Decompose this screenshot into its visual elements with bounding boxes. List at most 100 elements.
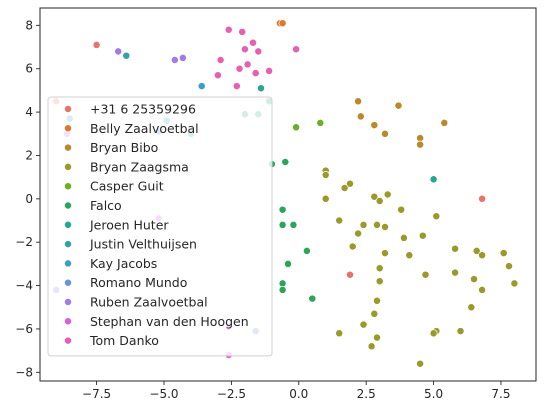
data-point — [308, 294, 317, 303]
data-point — [467, 303, 476, 312]
legend-marker — [64, 259, 72, 268]
data-point — [472, 246, 481, 255]
data-point — [278, 220, 287, 229]
data-point — [510, 279, 519, 288]
data-point — [478, 251, 487, 260]
data-point — [429, 329, 438, 338]
data-point — [346, 270, 354, 279]
legend-label: Bryan Zaagsma — [90, 159, 189, 174]
data-point — [370, 309, 379, 318]
data-point — [257, 84, 265, 93]
y-tick-label: 8 — [25, 18, 33, 32]
data-point — [470, 275, 478, 284]
data-point — [405, 251, 414, 260]
data-point — [381, 249, 389, 258]
legend-label: Jeroen Huter — [89, 217, 169, 232]
data-point — [416, 140, 425, 149]
data-point — [249, 38, 257, 47]
data-point — [432, 212, 441, 221]
data-point — [240, 45, 249, 54]
data-point — [346, 179, 354, 188]
data-point — [335, 216, 344, 225]
data-point — [238, 27, 247, 36]
data-point — [354, 97, 363, 106]
legend-marker — [64, 182, 72, 191]
data-point — [399, 233, 408, 242]
plot-frame — [39, 7, 537, 382]
data-point — [216, 56, 225, 64]
data-point — [251, 69, 260, 78]
data-point — [316, 118, 325, 127]
data-point — [421, 270, 430, 279]
data-point — [321, 194, 330, 203]
data-point — [292, 45, 301, 54]
legend-marker — [64, 201, 72, 210]
data-point — [114, 47, 123, 56]
x-tick-label: −7.5 — [82, 387, 111, 401]
data-point — [359, 320, 368, 329]
y-tick-label: −2 — [15, 235, 33, 249]
data-point — [373, 333, 381, 342]
x-tick-label: 5.0 — [424, 387, 443, 401]
data-point — [381, 223, 389, 231]
legend-label: Casper Guit — [90, 179, 164, 194]
data-point — [335, 329, 344, 338]
data-point — [265, 66, 274, 75]
x-tick-label: 7.5 — [491, 387, 510, 401]
data-point — [451, 244, 460, 253]
x-tick-label: −5.0 — [149, 387, 178, 401]
data-point — [375, 197, 384, 205]
data-point — [197, 82, 206, 91]
data-point — [499, 249, 508, 258]
legend-marker — [64, 162, 72, 171]
data-point — [235, 64, 244, 73]
x-tick-label: −2.5 — [217, 387, 246, 401]
data-point — [254, 47, 263, 56]
data-point — [397, 205, 406, 214]
legend-label: Tom Danko — [89, 333, 159, 348]
legend-marker — [64, 105, 72, 113]
legend-marker — [64, 298, 72, 306]
legend-marker — [64, 278, 72, 287]
data-point — [478, 194, 487, 203]
y-tick-label: 6 — [25, 62, 33, 76]
y-tick-label: −8 — [15, 365, 33, 379]
data-point — [340, 184, 349, 192]
data-point — [284, 259, 292, 268]
data-point — [418, 231, 427, 240]
x-tick-label: 2.5 — [357, 387, 376, 401]
y-tick-label: 4 — [25, 105, 33, 119]
x-tick-label: 0.0 — [289, 387, 308, 401]
data-point — [289, 220, 298, 229]
y-tick-label: 2 — [25, 148, 33, 162]
data-point — [375, 264, 384, 273]
data-point — [451, 268, 460, 277]
y-tick-label: −4 — [15, 279, 33, 293]
data-point — [224, 25, 233, 34]
legend-label: Justin Velthuijsen — [89, 237, 197, 252]
legend-label: Falco — [90, 198, 122, 213]
legend-label: Stephan van den Hoogen — [90, 314, 249, 329]
legend-label: +31 6 25359296 — [90, 102, 196, 117]
data-point — [381, 129, 389, 138]
legend-label: Belly Zaalvoetbal — [90, 121, 199, 136]
data-point — [440, 118, 449, 127]
legend-label: Romano Mundo — [90, 275, 187, 290]
data-point — [373, 220, 381, 229]
data-point — [416, 134, 425, 143]
data-point — [370, 121, 379, 130]
legend-marker — [64, 336, 72, 345]
data-point — [383, 190, 392, 199]
data-point — [278, 279, 287, 288]
legend-marker — [64, 143, 72, 152]
data-point — [278, 285, 287, 294]
legend-label: Bryan Bibo — [90, 140, 158, 155]
y-tick-label: 0 — [25, 192, 33, 206]
data-point — [416, 359, 425, 368]
data-point — [456, 327, 465, 336]
legend-marker — [64, 317, 72, 326]
data-point — [281, 158, 290, 166]
y-tick-label: −6 — [15, 322, 33, 336]
data-point — [478, 285, 487, 294]
